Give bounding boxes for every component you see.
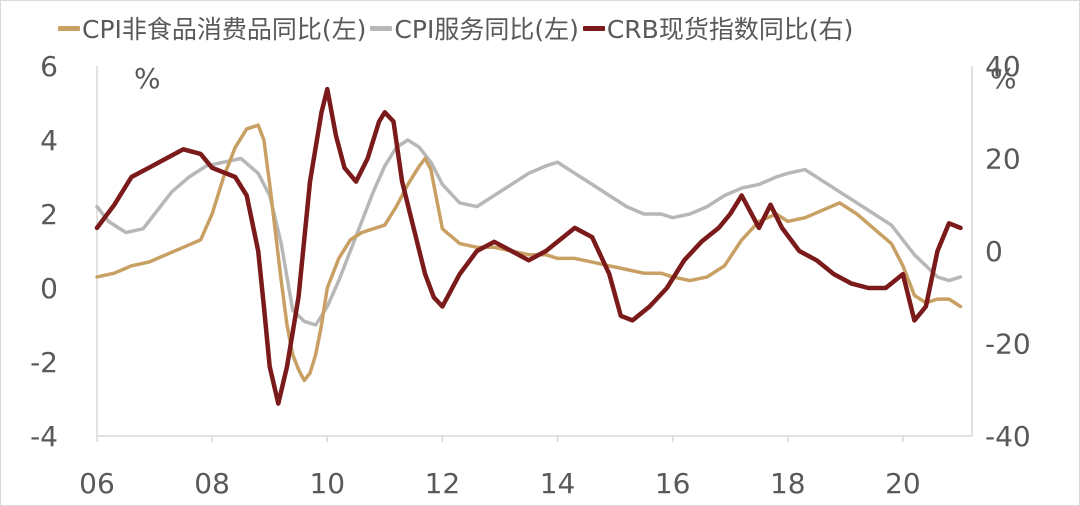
series-line-nonfood bbox=[95, 123, 963, 383]
y-left-tick-label: -2 bbox=[30, 346, 58, 379]
x-tick-label: 10 bbox=[309, 467, 345, 500]
axes bbox=[96, 66, 973, 442]
legend-label-services: CPI服务同比(左) bbox=[394, 15, 579, 44]
y-right-tick-label: -20 bbox=[985, 328, 1031, 361]
y-left-tick-label: 6 bbox=[40, 50, 58, 83]
legend-swatch-crb bbox=[582, 25, 605, 31]
y-right-tick-label: -40 bbox=[985, 420, 1031, 453]
x-tick-label: 18 bbox=[770, 467, 806, 500]
y-left-tick-label: 2 bbox=[40, 198, 58, 231]
series-lines bbox=[94, 86, 963, 406]
legend-item-crb: CRB现货指数同比(右) bbox=[582, 10, 854, 46]
x-tick-label: 14 bbox=[540, 467, 576, 500]
legend-label-nonfood: CPI非食品消费品同比(左) bbox=[82, 15, 367, 44]
legend-label-crb: CRB现货指数同比(右) bbox=[606, 15, 854, 44]
series-line-services bbox=[95, 138, 963, 327]
x-tick-label: 16 bbox=[655, 467, 691, 500]
series-line-crb bbox=[94, 86, 963, 406]
legend-item-services: CPI服务同比(左) bbox=[370, 10, 579, 46]
y-left-tick-label: -4 bbox=[30, 420, 58, 453]
y-right-tick-label: 40 bbox=[985, 50, 1021, 83]
left-unit-label: % bbox=[134, 62, 161, 95]
y-left-tick-label: 4 bbox=[40, 124, 58, 157]
y-right-tick-label: 20 bbox=[985, 143, 1021, 176]
x-tick-label: 08 bbox=[194, 467, 230, 500]
legend-swatch-nonfood bbox=[58, 25, 80, 31]
y-right-tick-label: 0 bbox=[985, 235, 1003, 268]
x-tick-label: 12 bbox=[425, 467, 461, 500]
x-tick-label: 06 bbox=[79, 467, 115, 500]
y-left-tick-label: 0 bbox=[40, 272, 58, 305]
x-tick-label: 20 bbox=[885, 467, 921, 500]
chart-legend: CPI非食品消费品同比(左) CPI服务同比(左) CRB现货指数同比(右) bbox=[58, 10, 857, 46]
right-unit-label: % bbox=[990, 62, 1017, 95]
legend-item-nonfood: CPI非食品消费品同比(左) bbox=[58, 10, 366, 46]
legend-swatch-services bbox=[370, 25, 393, 31]
